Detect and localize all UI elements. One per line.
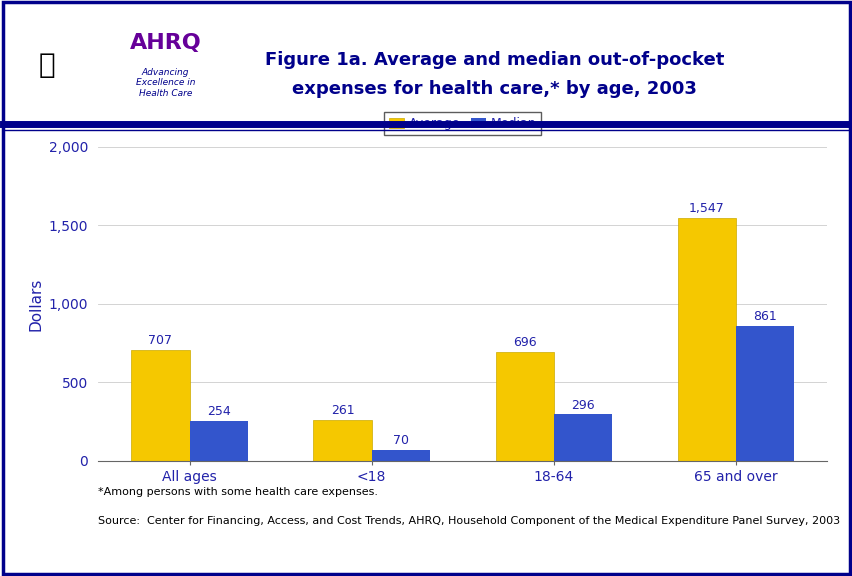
Text: 70: 70 — [393, 434, 408, 447]
Bar — [495, 351, 553, 461]
Bar — [313, 420, 371, 461]
Text: *Among persons with some health care expenses.: *Among persons with some health care exp… — [98, 487, 377, 497]
Text: 1,547: 1,547 — [688, 202, 724, 215]
Text: 707: 707 — [148, 334, 172, 347]
Text: Figure 1a. Average and median out-of-pocket: Figure 1a. Average and median out-of-poc… — [265, 51, 723, 70]
Bar — [371, 450, 429, 461]
Text: AHRQ: AHRQ — [130, 33, 201, 52]
Legend: Average, Median: Average, Median — [383, 112, 541, 135]
Bar — [735, 325, 793, 461]
Text: 296: 296 — [571, 399, 594, 411]
Bar — [131, 350, 189, 461]
Text: 261: 261 — [331, 404, 354, 417]
Bar — [553, 414, 612, 461]
Bar — [676, 218, 735, 461]
Text: Advancing
Excellence in
Health Care: Advancing Excellence in Health Care — [135, 68, 195, 98]
Text: Source:  Center for Financing, Access, and Cost Trends, AHRQ, Household Componen: Source: Center for Financing, Access, an… — [98, 516, 839, 525]
Text: expenses for health care,* by age, 2003: expenses for health care,* by age, 2003 — [292, 80, 696, 98]
Text: 254: 254 — [206, 405, 230, 418]
Text: 696: 696 — [512, 336, 536, 348]
Bar — [189, 421, 248, 461]
Y-axis label: Dollars: Dollars — [28, 277, 43, 331]
Text: 861: 861 — [752, 310, 776, 323]
Text: 🦅: 🦅 — [39, 51, 55, 79]
